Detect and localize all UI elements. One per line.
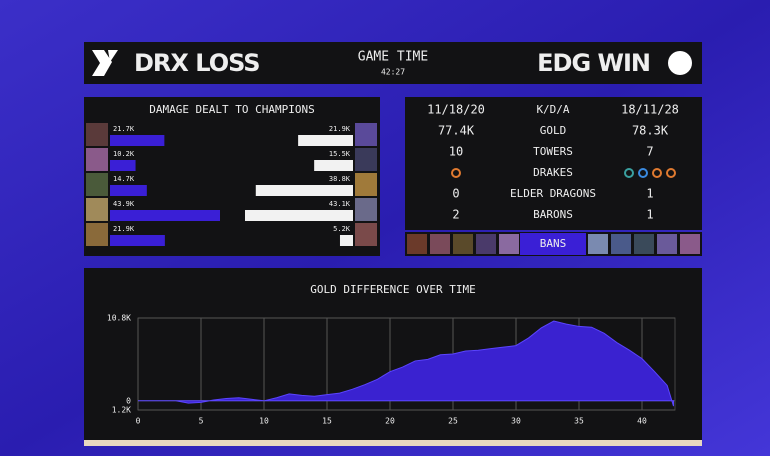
ban-portrait [407,234,427,254]
header-panel [84,42,702,84]
value-label: 21.7K [113,125,135,133]
bar [110,235,165,246]
portrait [86,123,108,146]
stat-label: K/D/A [536,103,569,116]
stat-label: TOWERS [533,145,573,158]
value-label: 43.9K [113,200,135,208]
value-label: 21.9K [113,225,135,233]
stat-right: 78.3K [632,124,669,138]
value-label: 21.9K [329,125,351,133]
x-tick-label: 20 [385,417,395,426]
drake-icon [638,168,648,178]
ban-portrait [453,234,473,254]
edg-logo [668,51,692,75]
portrait [355,148,377,171]
left-team: DRX LOSS [134,49,260,77]
x-tick-label: 30 [511,417,521,426]
bar [339,235,353,246]
bar [245,210,353,221]
game-time: 42:27 [381,68,405,77]
y-tick-label: 0 [126,396,131,405]
ban-portrait [611,234,631,254]
x-tick-label: 15 [322,417,332,426]
gold-panel-strip [84,440,702,446]
stat-left: 0 [452,187,459,201]
value-label: 15.5K [329,150,351,158]
x-tick-label: 25 [448,417,458,426]
stat-label: BARONS [533,208,573,221]
value-label: 10.2K [113,150,135,158]
bar [110,160,136,171]
stat-left: 11/18/20 [427,103,485,117]
bar [110,185,147,196]
portrait [86,223,108,246]
portrait [355,173,377,196]
gold-title: GOLD DIFFERENCE OVER TIME [310,283,476,296]
ban-portrait [680,234,700,254]
x-tick-label: 10 [259,417,269,426]
portrait [86,198,108,221]
right-team: EDG WIN [537,49,650,77]
y-tick-label: 10.8K [107,314,131,323]
portrait [355,123,377,146]
x-tick-label: 0 [136,417,141,426]
x-tick-label: 40 [637,417,647,426]
value-label: 14.7K [113,175,135,183]
ban-portrait [588,234,608,254]
portrait [355,223,377,246]
ban-portrait [657,234,677,254]
gold-area [138,320,674,407]
stat-left: 77.4K [438,124,475,138]
x-tick-label: 5 [199,417,204,426]
damage-bars: 21.7K 21.9K 10.2K 15.5K 14.7K 38.8K 43.9K 43.1K… [86,123,377,246]
bans-label: BANS [540,237,567,250]
damage-panel [84,97,380,256]
drake-icon [666,168,676,178]
bar [255,185,353,196]
ban-portrait [476,234,496,254]
x-tick-label: 35 [574,417,584,426]
drake-icon [451,168,461,178]
ban-portrait [634,234,654,254]
ban-portraits [407,234,700,254]
stat-label: DRAKES [533,166,573,179]
stat-left: 2 [452,208,459,222]
portrait [86,173,108,196]
drake-icon [624,168,634,178]
stat-right: 7 [646,145,653,159]
bar [298,135,353,146]
stat-label: GOLD [540,124,567,137]
bar [314,160,353,171]
stat-right: 18/11/28 [621,103,679,117]
stat-right: 1 [646,187,653,201]
drake-icon [652,168,662,178]
bar [110,135,165,146]
value-label: 43.1K [329,200,351,208]
value-label: 38.8K [329,175,351,183]
stat-right: 1 [646,208,653,222]
bar [110,210,220,221]
portrait [355,198,377,221]
damage-title: DAMAGE DEALT TO CHAMPIONS [149,103,315,116]
value-label: 5.2K [333,225,351,233]
stat-label: ELDER DRAGONS [510,187,596,200]
ban-portrait [499,234,519,254]
bans-box [520,233,586,255]
ban-portrait [430,234,450,254]
stat-left: 10 [449,145,463,159]
game-time-label: GAME TIME [358,50,428,65]
portrait [86,148,108,171]
y-tick-label: 1.2K [112,406,131,415]
stats-panel [405,97,702,230]
drx-logo [92,50,118,76]
